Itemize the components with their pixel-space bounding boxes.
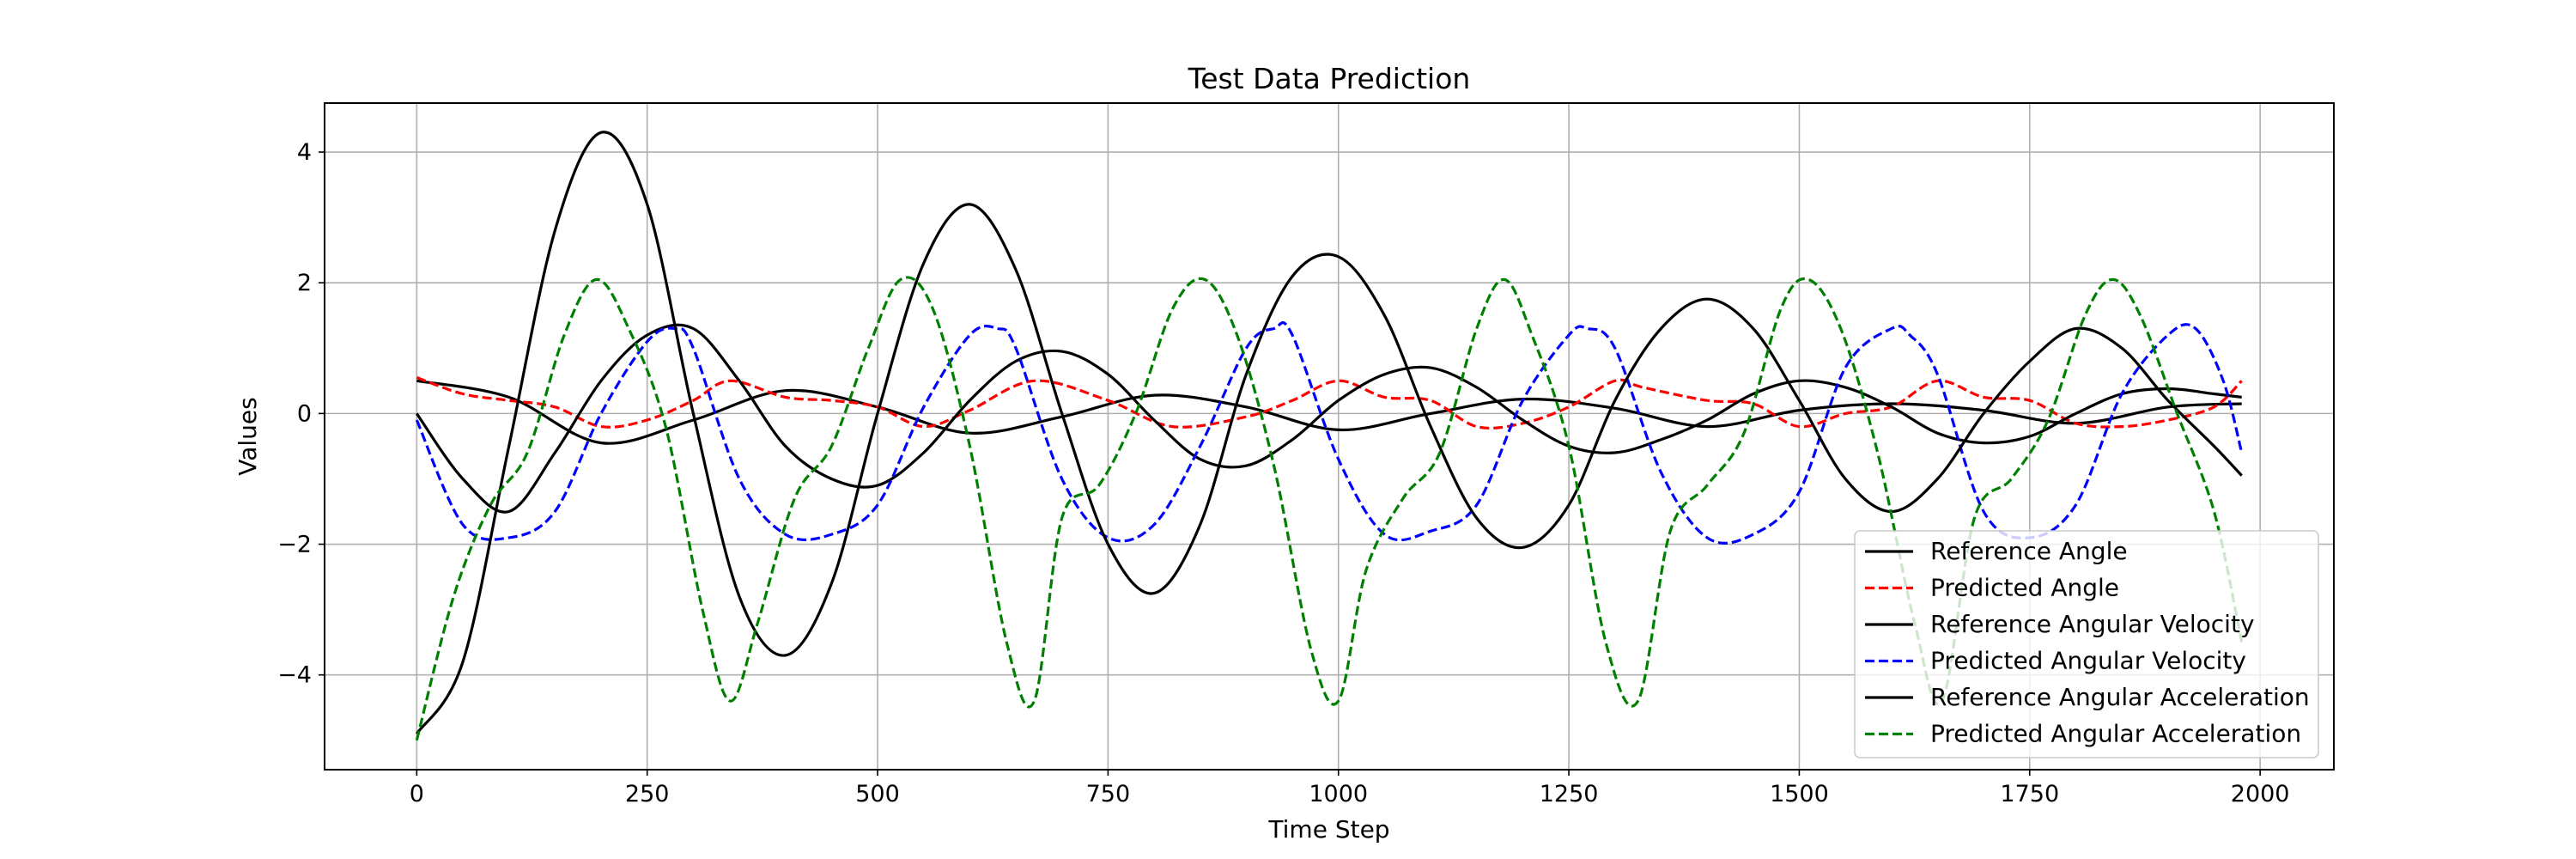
legend-label-reference-angular-acceleration: Reference Angular Acceleration [1930,683,2310,711]
legend-box [1854,530,2319,758]
x-tick-label: 2000 [2231,781,2290,807]
series-line-reference-angular-velocity [415,323,2242,514]
x-tick-label: 1250 [1540,781,1599,807]
y-tick-label: 4 [297,139,312,166]
legend-label-reference-angle: Reference Angle [1930,537,2128,565]
series-line-predicted-angular-velocity [415,321,2244,545]
legend-label-predicted-angular-velocity: Predicted Angular Velocity [1930,647,2246,675]
legend-label-predicted-angular-acceleration: Predicted Angular Acceleration [1930,720,2301,748]
series-line-predicted-angle [416,375,2243,430]
y-tick-label: −2 [277,532,312,558]
x-tick-label: 1000 [1309,781,1368,807]
legend: Reference Angle Predicted Angle Reference … [1854,530,2319,758]
x-axis-label: Time Step [1267,815,1389,844]
series-line-reference-angular-acceleration [415,131,2243,735]
legend-label-reference-angular-velocity: Reference Angular Velocity [1930,610,2255,638]
y-tick-label: 0 [297,400,312,427]
x-tick-label: 0 [410,781,424,807]
x-tick-label: 500 [855,781,900,807]
legend-label-predicted-angle: Predicted Angle [1930,574,2119,602]
plot-frame [324,102,2335,771]
x-tick-label: 1500 [1770,781,1829,807]
x-tick-label: 750 [1086,781,1131,807]
chart-title: Test Data Prediction [1188,62,1471,95]
axis-ticks: 0 250 500 750 1000 1250 1500 1750 2000 −4 −2 0 2 4 [277,139,2289,807]
y-axis-label: Values [234,397,262,475]
y-tick-label: −4 [277,662,312,689]
x-tick-label: 250 [625,781,670,807]
y-tick-label: 2 [297,270,312,296]
x-tick-label: 1750 [2000,781,2059,807]
